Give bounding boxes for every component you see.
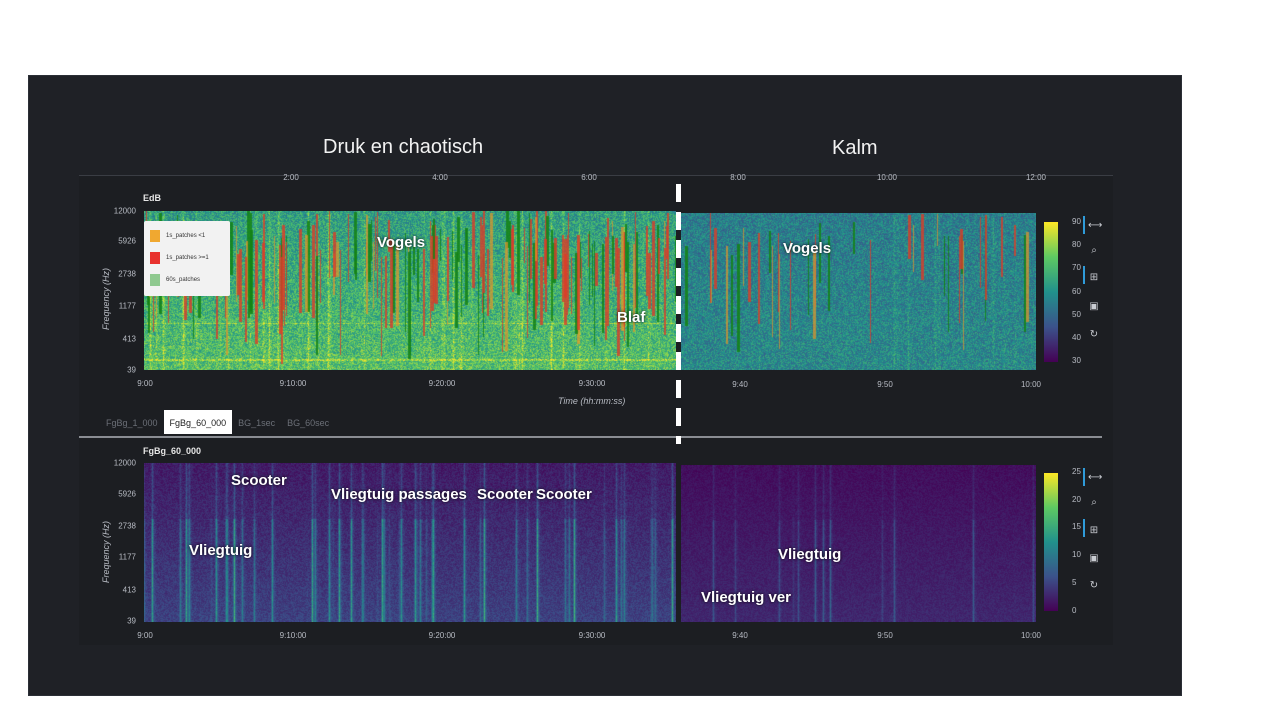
x-tick: 9:30:00	[578, 379, 606, 388]
box-zoom-icon[interactable]: ⊞	[1089, 525, 1099, 536]
pan-icon[interactable]: ⟷	[1088, 472, 1103, 483]
x-tick: 9:40	[732, 380, 748, 389]
x-tick: 9:10:00	[279, 631, 307, 640]
annotation-label: Scooter	[231, 472, 287, 489]
reset-icon[interactable]: ↻	[1089, 329, 1099, 340]
legend-swatch-green	[150, 274, 160, 286]
colorbar-tick: 70	[1072, 263, 1081, 272]
top-axis-line	[79, 175, 1113, 176]
legend-item: 60s_patches	[150, 274, 200, 286]
fgbg-colorbar	[1044, 473, 1058, 611]
title-busy: Druk en chaotisch	[323, 136, 484, 158]
annotation-label: Scooter	[536, 486, 592, 503]
zoom-icon[interactable]: ⌕	[1091, 497, 1097, 508]
plot-title-fgbg: FgBg_60_000	[143, 446, 202, 456]
save-icon[interactable]: ▣	[1089, 553, 1099, 564]
legend-label: 1s_patches <1	[166, 233, 206, 239]
reset-icon[interactable]: ↻	[1089, 580, 1099, 591]
tab-fgbg-60-000[interactable]: FgBg_60_000	[163, 410, 233, 434]
box-zoom-icon[interactable]: ⊞	[1089, 272, 1099, 283]
fgbg-spectrogram-busy	[144, 463, 676, 622]
x-tick: 9:00	[137, 631, 153, 640]
y-tick: 1177	[118, 301, 136, 311]
x-tick: 9:30:00	[578, 631, 606, 640]
y-tick: 5926	[118, 489, 136, 499]
toolbar-accent	[1083, 216, 1085, 234]
colorbar-tick: 15	[1072, 522, 1081, 531]
x-tick: 9:50	[877, 631, 893, 640]
fgbg-spectrogram-calm	[681, 465, 1036, 622]
colorbar-tick: 5	[1072, 578, 1077, 587]
x-tick: 9:00	[137, 379, 153, 388]
tab-fgbg-1-000[interactable]: FgBg_1_000	[106, 418, 158, 428]
annotation-label: Blaf	[617, 309, 646, 326]
colorbar-tick: 90	[1072, 217, 1081, 226]
legend-label: 60s_patches	[166, 277, 201, 283]
colorbar-tick: 25	[1072, 467, 1081, 476]
y-tick: 39	[127, 616, 136, 626]
colorbar-tick: 60	[1072, 287, 1081, 296]
zoom-icon[interactable]: ⌕	[1091, 245, 1097, 256]
x-tick: 9:10:00	[279, 379, 307, 388]
y-tick: 2738	[118, 521, 136, 531]
colorbar-tick: 50	[1072, 310, 1081, 319]
x-tick: 10:00	[1020, 631, 1042, 640]
x-axis-title: Time (hh:mm:ss)	[558, 396, 626, 406]
tab-bg-60sec[interactable]: BG_60sec	[287, 418, 330, 428]
y-tick: 1177	[118, 552, 136, 562]
legend-label: 1s_patches >=1	[166, 255, 209, 261]
top-axis-tick: 4:00	[432, 173, 448, 182]
toolbar-accent	[1083, 266, 1085, 284]
legend-swatch-orange	[150, 230, 160, 242]
legend-swatch-red	[150, 252, 160, 264]
y-tick: 39	[127, 365, 136, 375]
colorbar-tick: 40	[1072, 333, 1081, 342]
toolbar-accent	[1083, 468, 1085, 486]
edb-spectrogram-calm	[681, 213, 1036, 370]
annotation-label: Scooter	[477, 486, 533, 503]
annotation-label: Vogels	[377, 234, 426, 251]
legend-item: 1s_patches >=1	[150, 252, 209, 264]
top-axis-tick: 10:00	[876, 173, 898, 182]
legend-item: 1s_patches <1	[150, 230, 205, 242]
x-tick: 9:20:00	[428, 631, 456, 640]
y-tick: 2738	[118, 269, 136, 279]
colorbar-tick: 30	[1072, 356, 1081, 365]
y-tick: 12000	[113, 206, 136, 216]
edb-spectrogram-busy	[144, 211, 676, 370]
colorbar-tick: 0	[1072, 606, 1077, 615]
tab-bg-1sec[interactable]: BG_1sec	[238, 418, 276, 428]
y-tick: 413	[122, 585, 136, 595]
pan-icon[interactable]: ⟷	[1088, 220, 1103, 231]
annotation-label: Vogels	[783, 240, 832, 257]
title-calm: Kalm	[832, 137, 878, 159]
colorbar-tick: 10	[1072, 550, 1081, 559]
patch-legend: 1s_patches <1 1s_patches >=1 60s_patches	[144, 221, 230, 296]
annotation-label: Vliegtuig ver	[701, 589, 792, 606]
x-tick: 9:20:00	[428, 379, 456, 388]
toolbar-accent	[1083, 519, 1085, 537]
y-tick: 12000	[113, 458, 136, 468]
x-tick: 10:00	[1020, 380, 1042, 389]
top-axis-tick: 8:00	[730, 173, 746, 182]
x-tick: 9:50	[877, 380, 893, 389]
annotation-label: Vliegtuig	[778, 546, 842, 563]
x-tick: 9:40	[732, 631, 748, 640]
tab-separator	[79, 436, 1102, 438]
top-axis-tick: 6:00	[581, 173, 597, 182]
annotation-label: Vliegtuig	[189, 542, 253, 559]
colorbar-tick: 80	[1072, 240, 1081, 249]
save-icon[interactable]: ▣	[1089, 301, 1099, 312]
tab-bar: FgBg_1_000 FgBg_60_000 BG_1sec BG_60sec	[100, 410, 335, 436]
y-tick: 413	[122, 334, 136, 344]
edb-colorbar	[1044, 222, 1058, 362]
top-axis-tick: 12:00	[1025, 173, 1047, 182]
period-divider	[676, 184, 681, 444]
y-tick: 5926	[118, 236, 136, 246]
top-axis-tick: 2:00	[283, 173, 299, 182]
annotation-label: Vliegtuig passages	[331, 486, 467, 503]
colorbar-tick: 20	[1072, 495, 1081, 504]
plot-title-edb: EdB	[143, 193, 161, 203]
